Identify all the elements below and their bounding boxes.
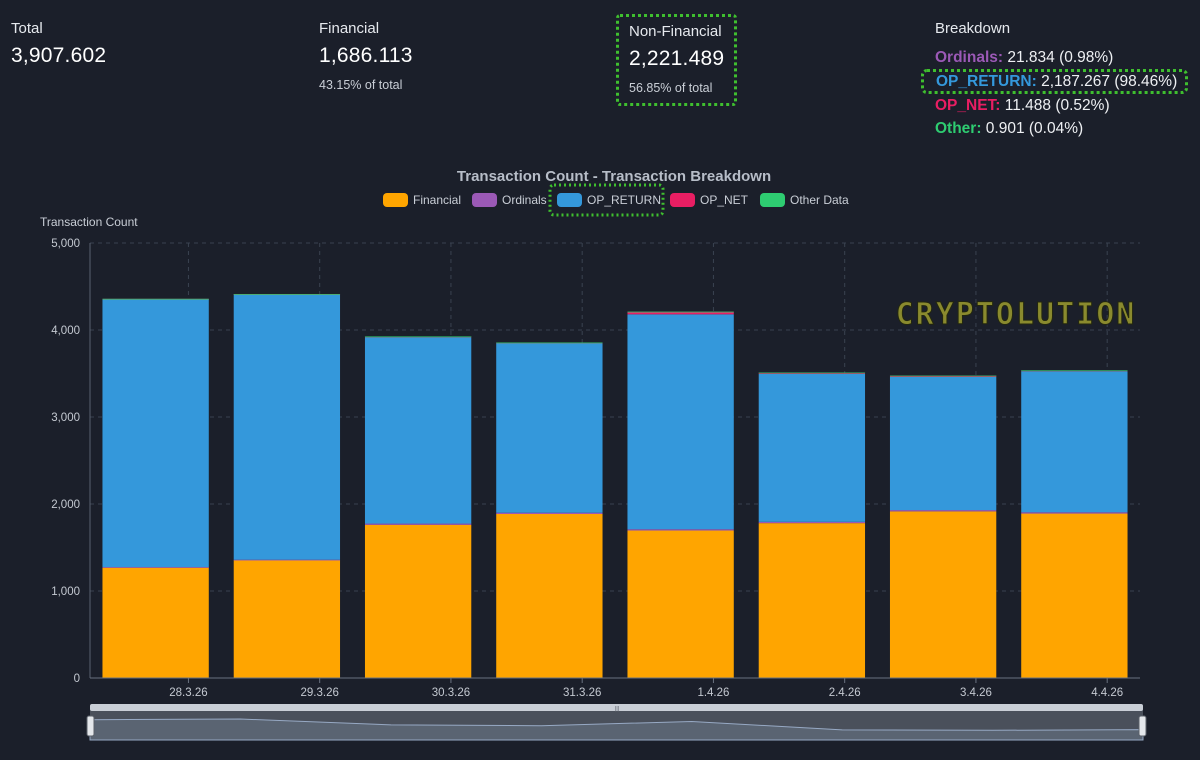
chart-bars [102, 293, 1128, 678]
breakdown-name: OP_RETURN: [936, 73, 1037, 90]
stat-total-value: 3,907.602 [11, 44, 107, 67]
bar-segment[interactable] [758, 372, 866, 374]
zoom-selected-range[interactable] [90, 706, 1143, 740]
bar-segment[interactable] [233, 560, 341, 678]
breakdown-value: 0.901 (0.04%) [981, 120, 1084, 137]
y-tick-label: 4,000 [51, 325, 80, 337]
bar-segment[interactable] [233, 293, 341, 295]
y-tick-label: 5,000 [51, 238, 80, 250]
bar-segment[interactable] [889, 510, 997, 512]
x-tick-label: 30.3.26 [432, 687, 470, 699]
stat-non-financial-share: 56.85% of total [629, 81, 713, 95]
bar-segment[interactable] [364, 524, 472, 678]
y-tick-label: 0 [74, 673, 80, 685]
stat-financial-share: 43.15% of total [319, 78, 403, 92]
y-tick-label: 3,000 [51, 412, 80, 424]
stat-financial: Financial 1,686.113 43.15% of total [319, 20, 413, 92]
stat-financial-value: 1,686.113 [319, 44, 413, 67]
bar-segment[interactable] [364, 336, 472, 338]
bar-segment[interactable] [627, 311, 734, 313]
breakdown-value: 21.834 (0.98%) [1003, 49, 1114, 66]
breakdown-name: OP_NET: [935, 97, 1001, 114]
bar-segment[interactable] [627, 311, 734, 315]
bar-segment[interactable] [1021, 370, 1128, 372]
bar-segment[interactable] [1021, 513, 1128, 678]
legend-swatch[interactable] [670, 193, 695, 207]
zoom-grip-icon[interactable]: ||| [615, 707, 620, 713]
bar-segment[interactable] [102, 299, 209, 568]
stat-non-financial-value: 2,221.489 [629, 47, 725, 70]
x-tick-label: 2.4.26 [829, 687, 861, 699]
stat-non-financial: Non-Financial 2,221.489 56.85% of total [616, 14, 738, 106]
breakdown-name: Ordinals: [935, 49, 1004, 66]
bar-segment[interactable] [496, 343, 603, 513]
chart-title: Transaction Count - Transaction Breakdow… [457, 168, 771, 185]
bar-segment[interactable] [102, 567, 209, 678]
chart-axes: 0 1,000 2,000 3,000 4,000 5,000 28.3.26 29.3.26… [51, 238, 1140, 699]
bar-segment[interactable] [233, 294, 341, 560]
x-tick-label: 31.3.26 [563, 687, 601, 699]
y-tick-label: 1,000 [51, 586, 80, 598]
x-tick-label: 28.3.26 [169, 687, 207, 699]
bar-segment[interactable] [233, 559, 341, 561]
y-tick-label: 2,000 [51, 499, 80, 511]
bar-segment[interactable] [1021, 512, 1128, 514]
bar-segment[interactable] [364, 523, 472, 525]
stat-non-financial-label: Non-Financial [629, 23, 722, 40]
legend-item[interactable]: OP_NET [700, 193, 749, 207]
zoom-slider[interactable]: ||| [86, 704, 1147, 741]
zoom-move-bar[interactable] [90, 704, 1143, 711]
chart-legend: Financial Ordinals OP_RETURN OP_NET Other Da… [383, 183, 849, 217]
bar-segment[interactable] [496, 512, 603, 515]
breakdown-name: Other: [935, 120, 982, 137]
legend-swatch[interactable] [760, 193, 785, 207]
bar-segment[interactable] [496, 514, 603, 678]
legend-swatch[interactable] [557, 193, 582, 207]
breakdown-value: 11.488 (0.52%) [1000, 97, 1110, 114]
stat-financial-label: Financial [319, 20, 380, 37]
breakdown-row-op-return: OP_RETURN: 2,187.267 (98.46%) [921, 69, 1189, 94]
breakdown-label: Breakdown [935, 20, 1011, 37]
x-tick-label: 3.4.26 [960, 687, 992, 699]
legend-swatch[interactable] [383, 193, 408, 207]
bar-segment[interactable] [102, 298, 209, 300]
breakdown-row-ordinals: Ordinals: 21.834 (0.98%) [935, 46, 1188, 69]
bar-segment[interactable] [627, 530, 734, 678]
legend-item[interactable]: OP_RETURN [587, 193, 661, 207]
bar-segment[interactable] [364, 337, 472, 524]
y-axis-label: Transaction Count [40, 215, 138, 229]
zoom-handle-right[interactable] [1138, 715, 1147, 737]
breakdown-row-other: Other: 0.901 (0.04%) [935, 117, 1188, 140]
x-tick-label: 29.3.26 [301, 687, 339, 699]
bar-segment[interactable] [758, 523, 866, 678]
bar-segment[interactable] [889, 511, 997, 678]
bar-segment[interactable] [496, 342, 603, 344]
stat-total-label: Total [11, 20, 43, 37]
bar-segment[interactable] [889, 376, 997, 511]
x-tick-label: 4.4.26 [1091, 687, 1123, 699]
bar-segment[interactable] [889, 375, 997, 377]
bar-segment[interactable] [102, 567, 209, 568]
zoom-handle-left[interactable] [86, 715, 95, 737]
watermark-logo: CRYPTOLUTION [896, 297, 1137, 332]
legend-highlight-box [548, 183, 665, 217]
bar-segment[interactable] [758, 373, 866, 522]
legend-item[interactable]: Ordinals [502, 193, 547, 207]
breakdown-value: 2,187.267 (98.46%) [1036, 73, 1178, 90]
bar-segment[interactable] [627, 529, 734, 531]
transaction-breakdown-chart: Transaction Count - Transaction Breakdow… [40, 168, 1147, 741]
legend-item[interactable]: Other Data [790, 193, 849, 207]
bar-segment[interactable] [1021, 371, 1128, 513]
legend-item[interactable]: Financial [413, 193, 461, 207]
bar-segment[interactable] [627, 314, 734, 530]
x-tick-label: 1.4.26 [697, 687, 729, 699]
stat-total: Total 3,907.602 [11, 20, 106, 68]
legend-swatch[interactable] [472, 193, 497, 207]
breakdown-row-op-net: OP_NET: 11.488 (0.52%) [935, 94, 1188, 117]
bar-segment[interactable] [758, 521, 866, 524]
breakdown-panel: Breakdown Ordinals: 21.834 (0.98%) OP_RE… [921, 20, 1189, 140]
